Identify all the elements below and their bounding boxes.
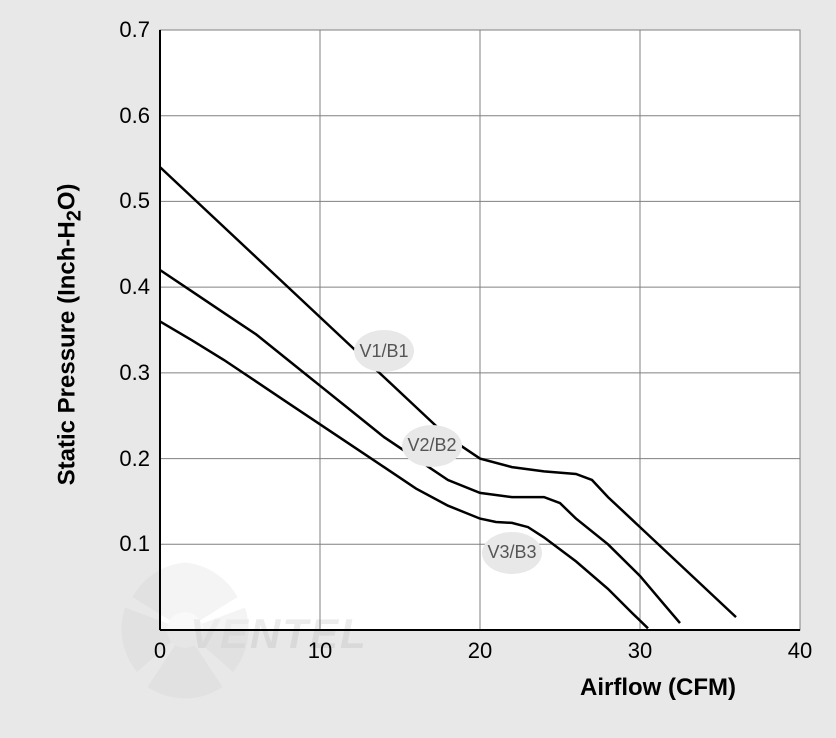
y-tick-label: 0.5 [119, 188, 150, 214]
chart-container: VENTEL Static Pressure (Inch-H2O) Airflo… [0, 0, 836, 738]
x-tick-label: 40 [780, 638, 820, 664]
y-tick-label: 0.4 [119, 274, 150, 300]
y-tick-label: 0.3 [119, 360, 150, 386]
y-axis-label: Static Pressure (Inch-H2O) [54, 164, 87, 504]
x-tick-label: 20 [460, 638, 500, 664]
x-tick-label: 10 [300, 638, 340, 664]
y-axis-label-prefix: Static Pressure (Inch-H [54, 221, 81, 485]
y-tick-label: 0.2 [119, 446, 150, 472]
series-label: V3/B3 [482, 532, 542, 574]
y-axis-label-sub: 2 [63, 210, 85, 221]
y-tick-label: 0.6 [119, 103, 150, 129]
series-label: V2/B2 [402, 425, 462, 467]
y-axis-label-suffix: O) [54, 183, 81, 210]
y-tick-label: 0.7 [119, 17, 150, 43]
x-axis-label: Airflow (CFM) [580, 674, 736, 702]
y-tick-label: 0.1 [119, 531, 150, 557]
x-tick-label: 0 [140, 638, 180, 664]
x-tick-label: 30 [620, 638, 660, 664]
